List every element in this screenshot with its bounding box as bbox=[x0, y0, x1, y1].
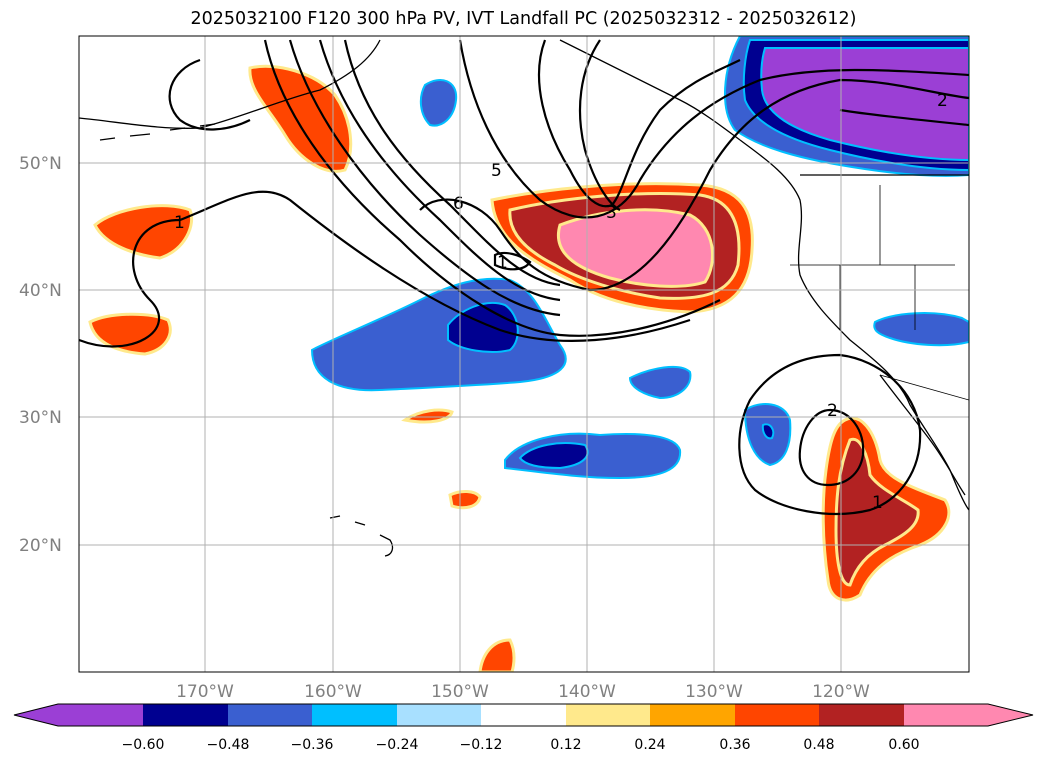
anomaly-fill bbox=[448, 490, 482, 510]
contour-label: 5 bbox=[491, 161, 502, 181]
colorbar-segment bbox=[397, 704, 481, 726]
colorbar-extension-low bbox=[14, 704, 58, 726]
colorbar-tick-label: −0.48 bbox=[207, 737, 250, 753]
pv-contours bbox=[79, 39, 969, 516]
anomaly-fill bbox=[873, 312, 969, 347]
colorbar-segment bbox=[735, 704, 819, 726]
lon-label: 170°W bbox=[176, 682, 234, 702]
contour-label: 3 bbox=[606, 203, 617, 223]
contour-label: 2 bbox=[937, 91, 948, 111]
contour-line bbox=[168, 58, 251, 131]
map-plot-area: 5 6 1 1 2 3 2 1 bbox=[79, 36, 969, 672]
colorbar-segment bbox=[481, 704, 566, 726]
latitude-labels: 50°N 40°N 30°N 20°N bbox=[19, 154, 62, 556]
lon-label: 130°W bbox=[685, 682, 743, 702]
contour-labels: 5 6 1 1 2 3 2 1 bbox=[174, 91, 948, 513]
contour-line bbox=[738, 353, 922, 516]
contour-label: 1 bbox=[497, 253, 508, 273]
us-state-borders bbox=[790, 185, 955, 330]
colorbar-tick-label: 0.24 bbox=[634, 737, 665, 753]
colorbar-segment bbox=[58, 704, 143, 726]
anomaly-fill bbox=[478, 638, 516, 672]
anomaly-fill bbox=[628, 365, 692, 400]
colorbar-segment bbox=[566, 704, 650, 726]
contour-line bbox=[798, 408, 865, 487]
gridlines bbox=[79, 36, 969, 672]
colorbar-tick-label: −0.60 bbox=[122, 737, 165, 753]
anomaly-fill bbox=[419, 79, 458, 127]
lon-label: 160°W bbox=[304, 682, 362, 702]
anomaly-fill bbox=[760, 47, 969, 162]
anomaly-fill bbox=[557, 208, 715, 288]
anomaly-fill bbox=[761, 423, 775, 440]
anomaly-fill bbox=[834, 437, 920, 587]
coastlines bbox=[79, 39, 969, 557]
colorbar-segment bbox=[228, 704, 312, 726]
aleutian-chain bbox=[99, 123, 216, 141]
colorbar-segment bbox=[312, 704, 397, 726]
anomaly-fill bbox=[401, 408, 454, 424]
contour-line bbox=[318, 39, 561, 302]
longitude-labels: 170°W 160°W 150°W 140°W 130°W 120°W bbox=[176, 682, 870, 702]
contour-line bbox=[419, 78, 969, 292]
anomaly-fill bbox=[518, 442, 589, 470]
colorbar-tick-label: 0.60 bbox=[888, 737, 919, 753]
lat-label: 50°N bbox=[19, 154, 62, 174]
colorbar-tick-label: 0.12 bbox=[550, 737, 581, 753]
lat-label: 40°N bbox=[19, 281, 62, 301]
us-mexico-border bbox=[879, 374, 969, 401]
colorbar-segment bbox=[650, 704, 735, 726]
colorbar-segment bbox=[904, 704, 988, 726]
baja-peninsula bbox=[879, 374, 966, 496]
contour-label: 1 bbox=[872, 493, 883, 513]
colorbar-tick-label: −0.24 bbox=[376, 737, 419, 753]
contour-line bbox=[458, 39, 969, 219]
hawaiian-islands bbox=[329, 515, 394, 557]
colorbar-outline bbox=[13, 703, 1034, 727]
contour-label: 6 bbox=[453, 194, 464, 214]
colorbar-tick-label: 0.36 bbox=[719, 737, 750, 753]
map-frame bbox=[78, 35, 970, 673]
contour-line bbox=[79, 190, 691, 348]
colorbar-extension-high bbox=[988, 704, 1033, 726]
colorbar-tick-label: −0.12 bbox=[460, 737, 503, 753]
colorbar-tick-labels: −0.60 −0.48 −0.36 −0.24 −0.12 0.12 0.24 … bbox=[122, 737, 920, 753]
anomaly-fill bbox=[93, 204, 194, 260]
contour-label: 2 bbox=[827, 401, 838, 421]
alaska-coast bbox=[79, 39, 381, 129]
lat-label: 20°N bbox=[19, 536, 62, 556]
colorbar-segments bbox=[14, 704, 1033, 726]
colorbar-segment bbox=[143, 704, 228, 726]
colorbar-tick-label: 0.48 bbox=[803, 737, 834, 753]
contour-line bbox=[263, 39, 721, 337]
map-title: 2025032100 F120 300 hPa PV, IVT Landfall… bbox=[190, 9, 857, 29]
contour-line bbox=[493, 251, 532, 271]
lon-label: 140°W bbox=[558, 682, 616, 702]
contour-label: 1 bbox=[174, 213, 185, 233]
contour-line bbox=[288, 39, 561, 317]
colorbar-tick-label: −0.36 bbox=[291, 737, 334, 753]
colorbar-segment bbox=[819, 704, 904, 726]
lon-label: 150°W bbox=[431, 682, 489, 702]
lon-label: 120°W bbox=[812, 682, 870, 702]
lat-label: 30°N bbox=[19, 408, 62, 428]
anomaly-fill bbox=[310, 277, 567, 392]
anomaly-fill bbox=[248, 64, 353, 173]
colorbar: −0.60 −0.48 −0.36 −0.24 −0.12 0.12 0.24 … bbox=[13, 703, 1034, 753]
contour-line bbox=[839, 108, 969, 127]
